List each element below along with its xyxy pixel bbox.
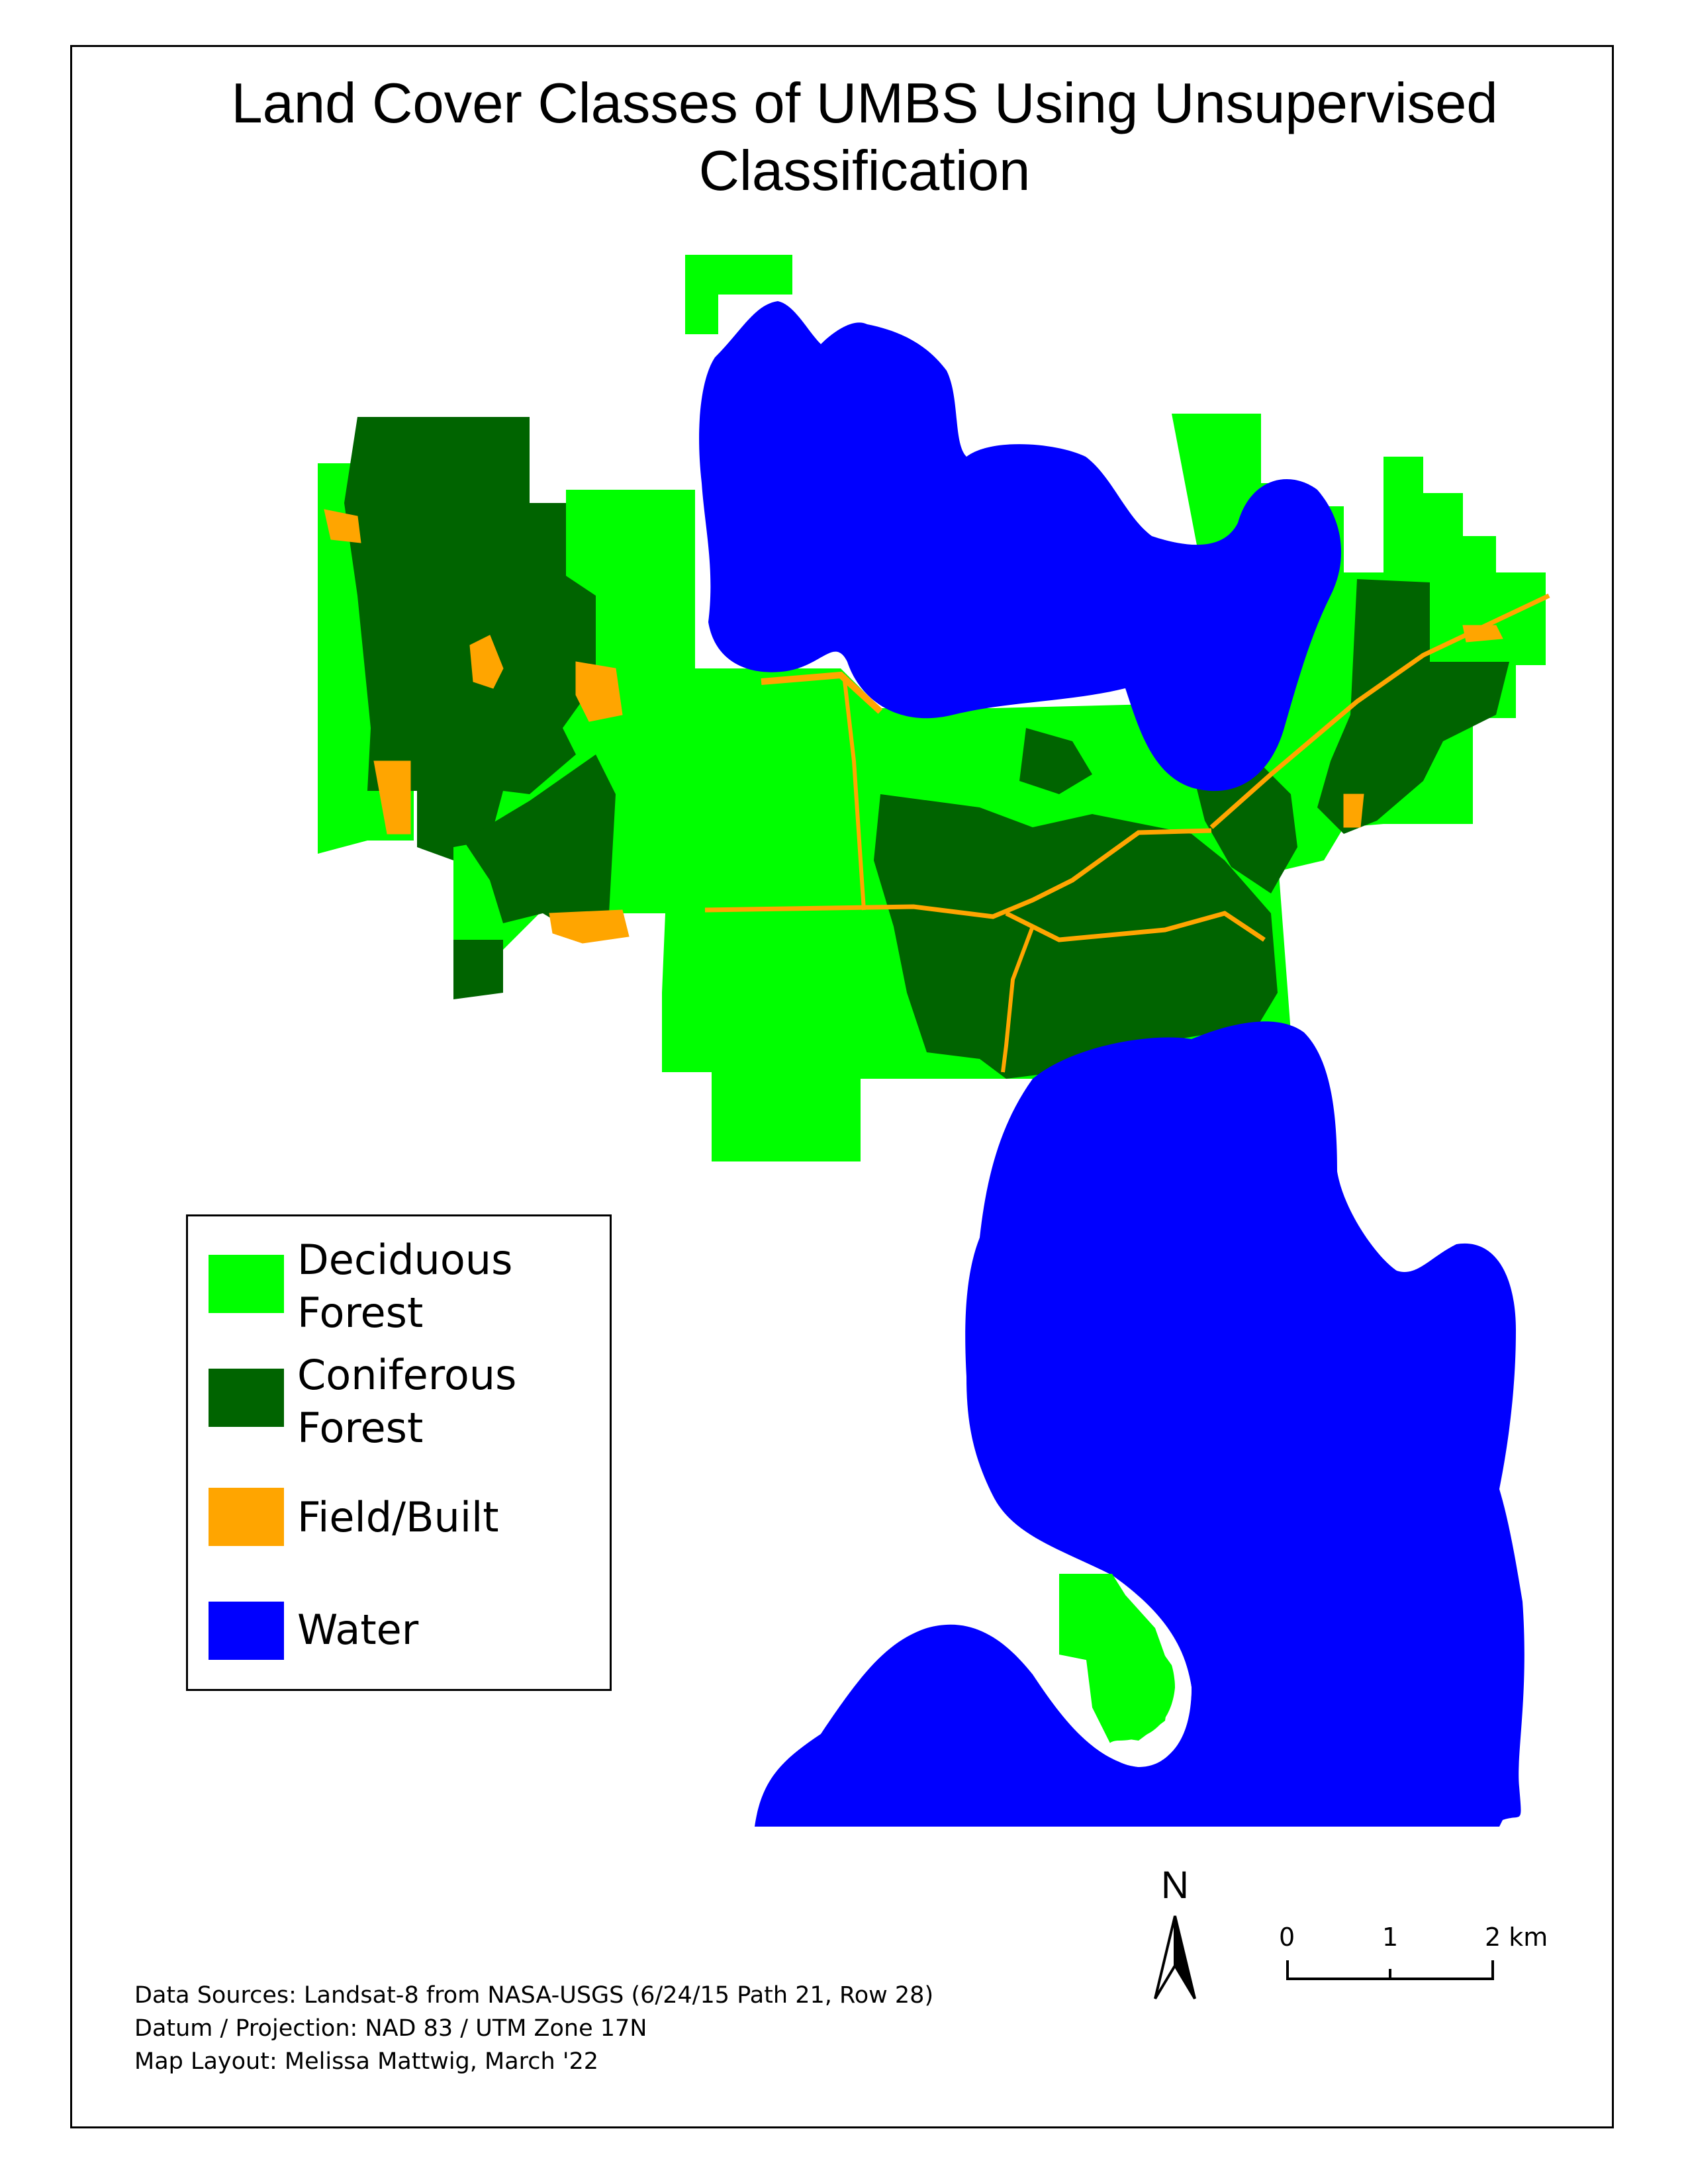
field-west-5	[324, 509, 361, 543]
credits-datum: Datum / Projection: NAD 83 / UTM Zone 17…	[134, 2015, 647, 2042]
field-west-1	[469, 635, 504, 689]
legend-label-water: Water	[297, 1606, 419, 1654]
legend-label-deciduous: Deciduous Forest	[297, 1236, 513, 1337]
water-bodies	[699, 301, 1524, 1827]
legend-box: Deciduous Forest Coniferous Forest Field…	[186, 1214, 612, 1691]
map-credits: Data Sources: Landsat-8 from NASA-USGS (…	[134, 1979, 933, 2078]
road-east-west	[704, 828, 1212, 919]
map-title: Land Cover Classes of UMBS Using Unsuper…	[70, 70, 1659, 205]
douglas-lake	[699, 301, 1342, 792]
field-built-areas	[324, 509, 1550, 1073]
legend-swatch-water	[209, 1602, 284, 1660]
scale-label-2: 2 km	[1485, 1923, 1548, 1952]
legend-label-field-built: Field/Built	[297, 1493, 499, 1541]
burt-lake	[755, 1021, 1524, 1827]
road-shore	[761, 671, 883, 714]
coniferous-center-patch	[1019, 728, 1092, 794]
legend-swatch-deciduous	[209, 1255, 284, 1313]
road-north-south	[842, 674, 866, 911]
scale-label-0: 0	[1279, 1923, 1295, 1952]
credits-layout: Map Layout: Melissa Mattwig, March '22	[134, 2048, 598, 2075]
scale-label-1: 1	[1382, 1923, 1399, 1952]
road-southeast	[1005, 911, 1266, 942]
deciduous-north-patch	[685, 255, 792, 334]
map-title-line1: Land Cover Classes of UMBS Using Unsuper…	[231, 72, 1498, 135]
peninsula-sand-rim	[1107, 1575, 1192, 1767]
road-south	[1001, 925, 1035, 1073]
field-west-4	[373, 760, 411, 835]
field-west-2	[575, 661, 623, 722]
peninsula-forest	[1059, 1574, 1172, 1741]
north-arrow-icon	[1154, 1915, 1196, 2000]
coniferous-northwest-block	[344, 417, 596, 999]
field-east-2	[1343, 794, 1364, 828]
coniferous-east-band	[1317, 579, 1509, 834]
credits-data-sources: Data Sources: Landsat-8 from NASA-USGS (…	[134, 1982, 934, 2009]
map-title-line2: Classification	[698, 140, 1031, 203]
north-arrow-label: N	[1161, 1864, 1189, 1907]
coniferous-mid-strip	[1192, 761, 1297, 893]
field-east-1	[1462, 625, 1503, 643]
legend-swatch-coniferous	[209, 1369, 284, 1427]
map-frame	[70, 45, 1614, 2128]
legend-swatch-field-built	[209, 1488, 284, 1546]
field-west-3	[549, 909, 630, 944]
legend-label-coniferous: Coniferous Forest	[297, 1351, 517, 1452]
scale-bar	[1286, 1960, 1494, 1980]
coniferous-west-patch	[463, 754, 616, 933]
